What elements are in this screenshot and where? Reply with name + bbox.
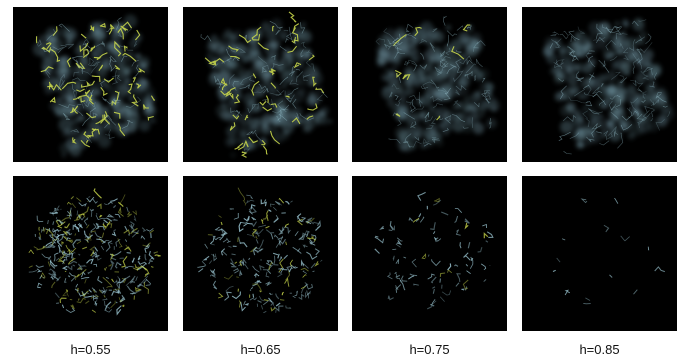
volume-render-bottom-h055 <box>28 188 161 316</box>
panel-top-h075 <box>352 7 507 162</box>
panel-top-h085 <box>522 7 677 162</box>
haze-layer <box>206 18 333 158</box>
column-label-h055: h=0.55 <box>70 342 111 357</box>
volume-render-bottom-h085 <box>552 197 665 305</box>
haze-layer <box>375 21 500 153</box>
column-label-h085: h=0.85 <box>579 342 620 357</box>
panel-bottom-h055 <box>13 176 168 331</box>
panel-bottom-h075 <box>352 176 507 331</box>
panel-bottom-h085 <box>522 176 677 331</box>
panel-bottom-h065 <box>183 176 338 331</box>
panel-top-h055 <box>13 7 168 162</box>
volume-render-top-h085 <box>542 17 675 155</box>
haze-layer <box>542 17 675 149</box>
volume-render-bottom-h065 <box>197 187 323 314</box>
column-label-h075: h=0.75 <box>409 342 450 357</box>
column-label-h065: h=0.65 <box>240 342 281 357</box>
volume-render-top-h075 <box>375 15 500 153</box>
volume-render-top-h055 <box>32 14 157 158</box>
volume-render-top-h065 <box>200 11 333 158</box>
panel-top-h065 <box>183 7 338 162</box>
volume-render-bottom-h075 <box>374 191 494 310</box>
